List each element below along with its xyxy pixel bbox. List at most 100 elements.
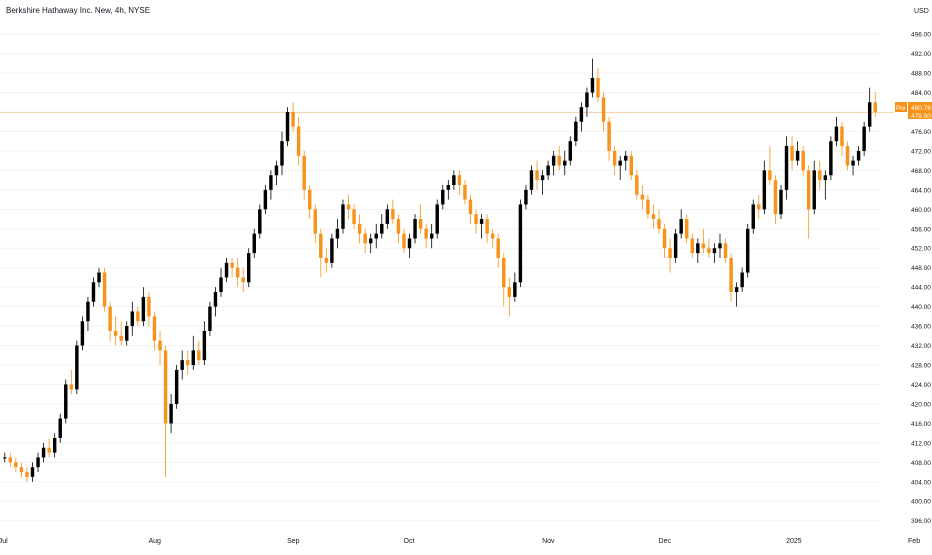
y-tick-label-8: 428.00 (911, 363, 931, 370)
candle-40 (224, 257, 229, 283)
candle-body-12 (69, 384, 74, 390)
candle-body-155 (862, 126, 866, 151)
candle-body-147 (818, 170, 822, 181)
candle-body-25 (141, 296, 146, 322)
candle-body-21 (119, 335, 123, 341)
candle-43 (241, 267, 245, 293)
candle-154 (856, 146, 861, 166)
candle-144 (801, 146, 805, 176)
candle-13 (75, 340, 79, 395)
currency-label[interactable]: USD (914, 8, 929, 15)
candle-body-129 (718, 243, 722, 249)
candle-body-77 (429, 233, 434, 239)
y-tick-label-5: 416.00 (911, 421, 931, 428)
candle-136 (757, 194, 761, 220)
candle-16 (91, 277, 96, 307)
candle-body-0 (3, 457, 7, 459)
candle-124 (690, 233, 694, 258)
price-labels: Pre 480.78 479.90 (895, 102, 932, 120)
candle-body-3 (19, 467, 24, 473)
candle-22 (125, 321, 129, 346)
x-axis[interactable]: Jul Aug Sep Oct Nov Dec 2025 Feb (0, 538, 920, 545)
candle-93 (518, 199, 523, 288)
candle-105 (585, 87, 589, 117)
x-tick-label-0: Jul (0, 538, 8, 545)
candle-150 (834, 116, 839, 147)
candle-71 (396, 214, 401, 244)
candle-135 (751, 199, 755, 234)
candle-143 (795, 141, 800, 166)
y-tick-label-19: 472.00 (911, 148, 931, 155)
candle-139 (773, 175, 778, 224)
candle-body-2 (14, 462, 18, 468)
candle-152 (845, 141, 850, 171)
candle-body-40 (224, 262, 229, 278)
candle-148 (823, 170, 828, 200)
candle-body-131 (729, 257, 733, 293)
candle-47 (263, 184, 268, 215)
y-tick-label-1: 400.00 (911, 499, 931, 506)
candle-body-44 (247, 253, 251, 283)
pre-tag (895, 102, 907, 112)
candle-46 (258, 204, 262, 239)
candle-body-64 (357, 223, 362, 234)
candle-body-85 (474, 214, 478, 224)
x-tick-label-5: Dec (659, 538, 672, 545)
y-tick-label-20: 476.00 (911, 129, 931, 136)
candle-85 (474, 209, 478, 234)
candle-body-109 (607, 121, 611, 151)
candle-body-88 (490, 233, 495, 239)
candle-62 (346, 194, 351, 220)
candle-body-35 (197, 350, 201, 361)
y-tick-label-6: 420.00 (911, 401, 931, 408)
candle-body-42 (235, 267, 240, 278)
y-tick-label-22: 484.00 (911, 90, 931, 97)
candle-81 (452, 170, 456, 190)
candle-80 (446, 180, 451, 200)
y-tick-label-10: 436.00 (911, 324, 931, 331)
candle-body-66 (368, 238, 373, 244)
candle-35 (197, 340, 201, 366)
candle-74 (413, 214, 417, 244)
candle-108 (601, 92, 606, 132)
y-axis[interactable]: 396.00 400.00 404.00 408.00 412.00 416.00 420.… (911, 32, 931, 526)
candle-body-57 (319, 233, 323, 258)
candle-body-20 (113, 330, 118, 336)
candle-body-16 (91, 282, 96, 302)
candle-68 (380, 214, 384, 239)
candle-body-43 (241, 277, 245, 283)
candle-body-93 (518, 204, 523, 283)
candle-body-34 (191, 350, 195, 366)
candle-body-94 (524, 189, 528, 205)
candle-body-47 (263, 189, 268, 210)
candle-118 (657, 209, 661, 234)
candle-body-91 (507, 287, 512, 297)
candle-body-82 (457, 175, 462, 185)
candle-151 (840, 121, 844, 156)
x-tick-label-2: Sep (287, 538, 300, 545)
candle-29 (163, 345, 168, 477)
candle-body-110 (612, 150, 617, 166)
candle-body-152 (845, 146, 850, 166)
y-tick-label-7: 424.00 (911, 382, 931, 389)
candle-64 (357, 214, 362, 244)
candle-body-51 (285, 112, 290, 142)
candle-141 (784, 136, 789, 200)
candle-99 (551, 150, 556, 176)
candle-body-133 (740, 272, 744, 288)
candle-142 (790, 136, 794, 171)
candle-body-30 (169, 403, 173, 424)
candle-body-96 (535, 170, 539, 181)
candle-23 (130, 301, 135, 336)
candle-9 (52, 433, 57, 458)
candle-body-49 (274, 165, 279, 176)
candle-53 (296, 116, 301, 166)
y-tick-label-15: 456.00 (911, 226, 931, 233)
candle-128 (712, 243, 717, 263)
candle-body-143 (795, 150, 800, 161)
candle-1 (8, 452, 13, 468)
candle-body-32 (180, 360, 184, 370)
candle-body-56 (313, 209, 317, 234)
